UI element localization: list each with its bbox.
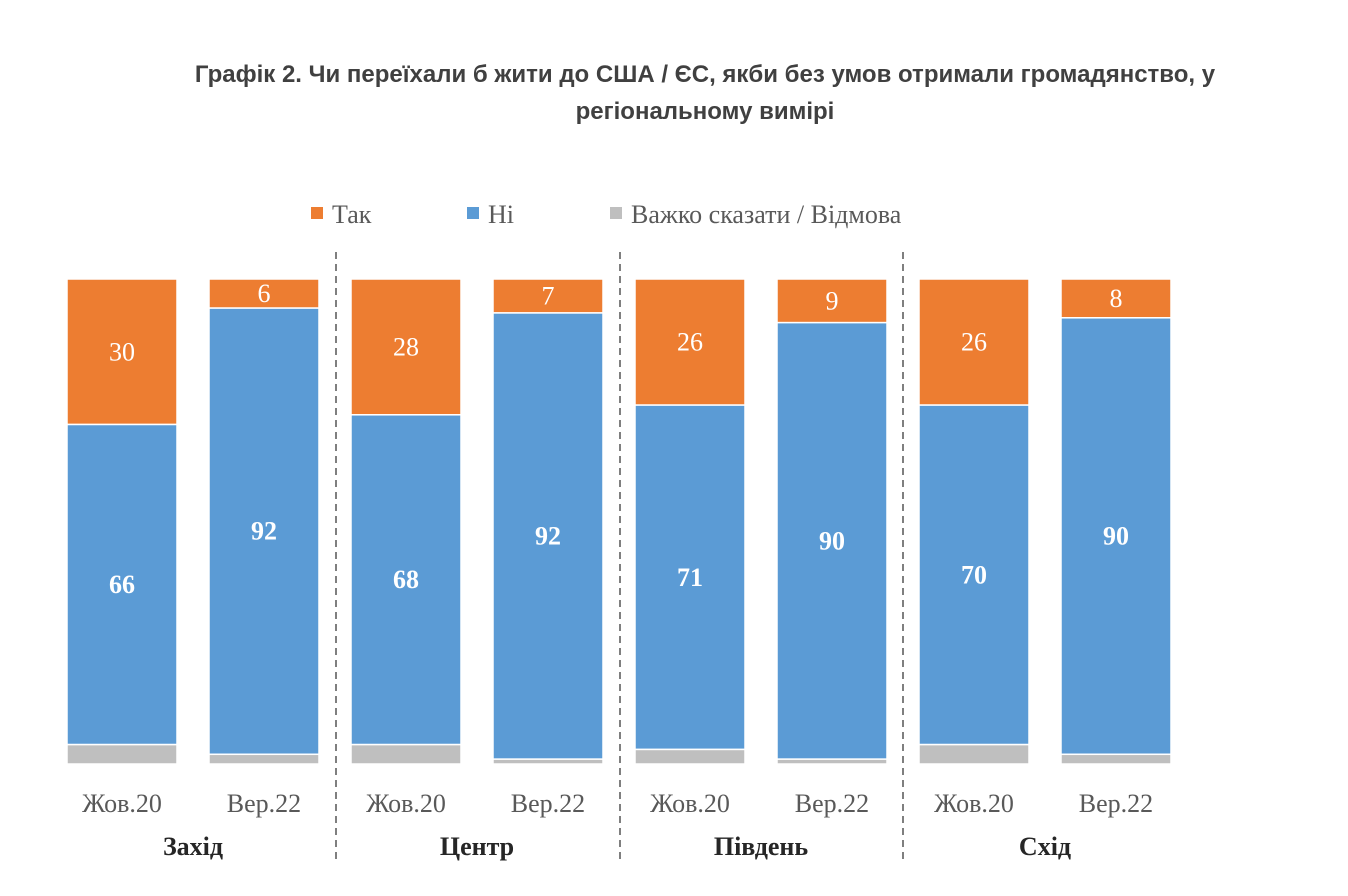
- legend: Так Ні Важко сказати / Відмова: [311, 200, 902, 229]
- bar-segment-no-g4-b2: [1060, 317, 1172, 756]
- bar-segment-hard-g4-b1: [918, 743, 1030, 765]
- data-label-yes-g3-b2: 9: [826, 286, 839, 315]
- data-label-no-g3-b1: 71: [677, 563, 703, 592]
- data-label-no-g3-b2: 90: [819, 526, 845, 555]
- data-label-yes-g1-b1: 30: [109, 337, 135, 366]
- bar-segment-no-g3-b2: [776, 321, 888, 760]
- bar-segment-hard-g3-b2: [776, 758, 888, 765]
- data-label-yes-g2-b1: 28: [393, 332, 419, 361]
- chart-title-line-1: Графік 2. Чи переїхали б жити до США / Є…: [194, 61, 1216, 88]
- legend-no-swatch: [467, 207, 479, 219]
- chart-title-line-2: регіональному вимірі: [575, 98, 835, 125]
- bar-segment-hard-g2-b1: [350, 743, 462, 765]
- data-label-no-g1-b1: 66: [109, 570, 135, 599]
- category-tick-labels: Жов.20 Вер.22 Жов.20 Вер.22 Жов.20 Вер.22 Жов.…: [82, 789, 1153, 818]
- tick-label-g2-b2: Вер.22: [511, 789, 585, 818]
- bar-segment-yes-g1-b1: [66, 278, 178, 426]
- group-labels: Захід Центр Південь Схід: [163, 832, 1071, 861]
- bar-segment-no-g4-b1: [918, 404, 1030, 746]
- bar-segment-no-g1-b1: [66, 423, 178, 746]
- bar-segment-yes-g1-b2: [208, 278, 320, 309]
- bar-segment-hard-g4-b2: [1060, 753, 1172, 765]
- tick-label-g1-b2: Вер.22: [227, 789, 301, 818]
- tick-label-g3-b2: Вер.22: [795, 789, 869, 818]
- tick-label-g4-b2: Вер.22: [1079, 789, 1153, 818]
- tick-label-g2-b1: Жов.20: [366, 789, 446, 818]
- data-label-yes-g4-b2: 8: [1110, 284, 1123, 313]
- data-label-yes-g3-b1: 26: [677, 328, 703, 357]
- bar-segment-yes-g4-b2: [1060, 278, 1172, 319]
- group-label-4: Схід: [1019, 832, 1071, 861]
- bar-segment-yes-g3-b1: [634, 278, 746, 406]
- data-label-yes-g4-b1: 26: [961, 328, 987, 357]
- bar-segment-no-g2-b2: [492, 312, 604, 760]
- legend-yes-label: Так: [332, 200, 372, 229]
- bar-segment-hard-g2-b2: [492, 758, 604, 765]
- tick-label-g4-b1: Жов.20: [934, 789, 1014, 818]
- chart-title: Графік 2. Чи переїхали б жити до США / Є…: [60, 56, 1348, 130]
- data-label-yes-g2-b2: 7: [542, 281, 555, 310]
- bar-segment-no-g2-b1: [350, 414, 462, 746]
- bar-segment-yes-g4-b1: [918, 278, 1030, 406]
- data-label-no-g1-b2: 92: [251, 517, 277, 546]
- data-label-no-g4-b2: 90: [1103, 522, 1129, 551]
- tick-label-g1-b1: Жов.20: [82, 789, 162, 818]
- bar-segment-hard-g1-b2: [208, 753, 320, 765]
- bar-segment-hard-g3-b1: [634, 748, 746, 765]
- legend-hard-swatch: [610, 207, 622, 219]
- data-label-no-g2-b2: 92: [535, 522, 561, 551]
- bar-segment-no-g3-b1: [634, 404, 746, 751]
- data-label-no-g2-b1: 68: [393, 565, 419, 594]
- group-label-2: Центр: [440, 832, 514, 861]
- group-label-3: Південь: [714, 832, 809, 861]
- data-label-yes-g1-b2: 6: [258, 279, 271, 308]
- legend-hard-label: Важко сказати / Відмова: [631, 200, 902, 229]
- bar-segment-yes-g2-b2: [492, 278, 604, 314]
- legend-yes-swatch: [311, 207, 323, 219]
- data-label-no-g4-b1: 70: [961, 560, 987, 589]
- bar-segment-hard-g1-b1: [66, 743, 178, 765]
- group-dividers: [335, 252, 904, 862]
- tick-label-g3-b1: Жов.20: [650, 789, 730, 818]
- bar-segment-no-g1-b2: [208, 307, 320, 756]
- legend-no-label: Ні: [488, 200, 514, 229]
- group-label-1: Захід: [163, 832, 223, 861]
